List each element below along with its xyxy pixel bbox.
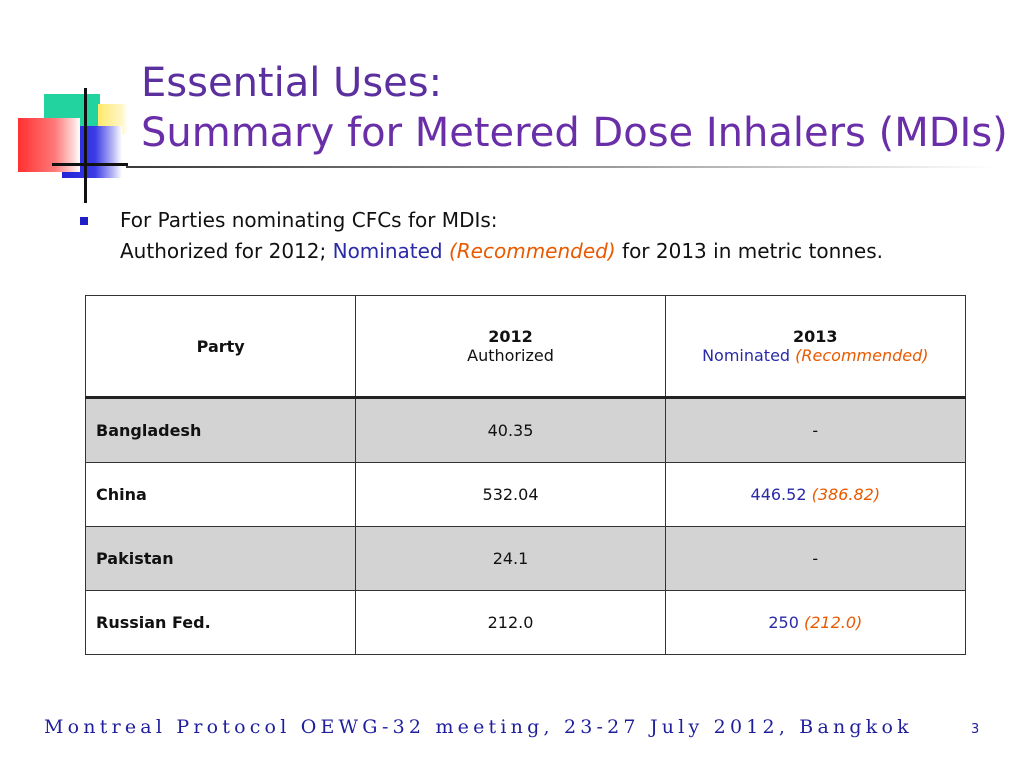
cell-2012: 532.04 [355, 462, 666, 527]
bullet-line-1: For Parties nominating CFCs for MDIs: [120, 208, 498, 232]
header-2013-sub: Nominated (Recommended) [666, 346, 965, 365]
table-row: Pakistan 24.1 - [84, 526, 967, 591]
bullet-recommended: (Recommended) [448, 239, 616, 263]
page-number: 3 [971, 722, 980, 737]
header-party: Party [84, 295, 357, 399]
cell-party: Pakistan [84, 526, 357, 591]
cell-2013: 446.52 (386.82) [664, 462, 967, 527]
cell-2013: - [664, 397, 967, 463]
header-2012-year: 2012 [488, 327, 533, 346]
cell-2012: 40.35 [355, 397, 666, 463]
cell-2013: 250 (212.0) [664, 590, 967, 655]
header-party-label: Party [196, 336, 245, 356]
cell-2012: 212.0 [355, 590, 666, 655]
header-2012: 2012 Authorized [355, 295, 666, 399]
header-2013-recommended: (Recommended) [795, 346, 929, 365]
cell-2013: - [664, 526, 967, 591]
cell-2013-recommended: (212.0) [803, 613, 863, 632]
cell-2013-nominated: 250 [768, 613, 799, 632]
logo-vertical-line [84, 88, 87, 203]
cell-party: China [84, 462, 357, 527]
cell-2013-nominated: - [812, 549, 819, 568]
cell-2013-nominated: 446.52 [750, 485, 807, 504]
table-header-row: Party 2012 Authorized 2013 Nominated (Re… [84, 295, 967, 399]
mdi-summary-table: Party 2012 Authorized 2013 Nominated (Re… [84, 295, 967, 655]
bullet-line-2-suffix: for 2013 in metric tonnes. [615, 239, 884, 263]
bullet-line-2-prefix: Authorized for 2012; [120, 239, 333, 263]
table-row: Bangladesh 40.35 - [84, 397, 967, 463]
cell-2013-recommended: (386.82) [811, 485, 881, 504]
header-2013: 2013 Nominated (Recommended) [664, 295, 967, 399]
title-line-1: Essential Uses: [141, 60, 443, 106]
footer-text: Montreal Protocol OEWG-32 meeting, 23-27… [44, 716, 913, 738]
cell-2012: 24.1 [355, 526, 666, 591]
table-row: Russian Fed. 212.0 250 (212.0) [84, 590, 967, 655]
header-2013-nominated: Nominated [702, 346, 791, 365]
table-row: China 532.04 446.52 (386.82) [84, 462, 967, 527]
title-divider [126, 166, 996, 168]
bullet-text: For Parties nominating CFCs for MDIs: Au… [120, 205, 883, 267]
decorative-logo [18, 88, 128, 203]
logo-horizontal-line [52, 163, 128, 166]
cell-party: Bangladesh [84, 397, 357, 463]
cell-party: Russian Fed. [84, 590, 357, 655]
cell-2013-nominated: - [812, 421, 819, 440]
bullet-square-icon [80, 217, 88, 225]
slide-title: Essential Uses: Summary for Metered Dose… [141, 58, 1008, 158]
header-2013-year: 2013 [793, 327, 838, 346]
header-2012-sub: Authorized [467, 346, 554, 365]
bullet-nominated: Nominated [332, 239, 443, 263]
title-line-2: Summary for Metered Dose Inhalers (MDIs) [141, 110, 1008, 156]
